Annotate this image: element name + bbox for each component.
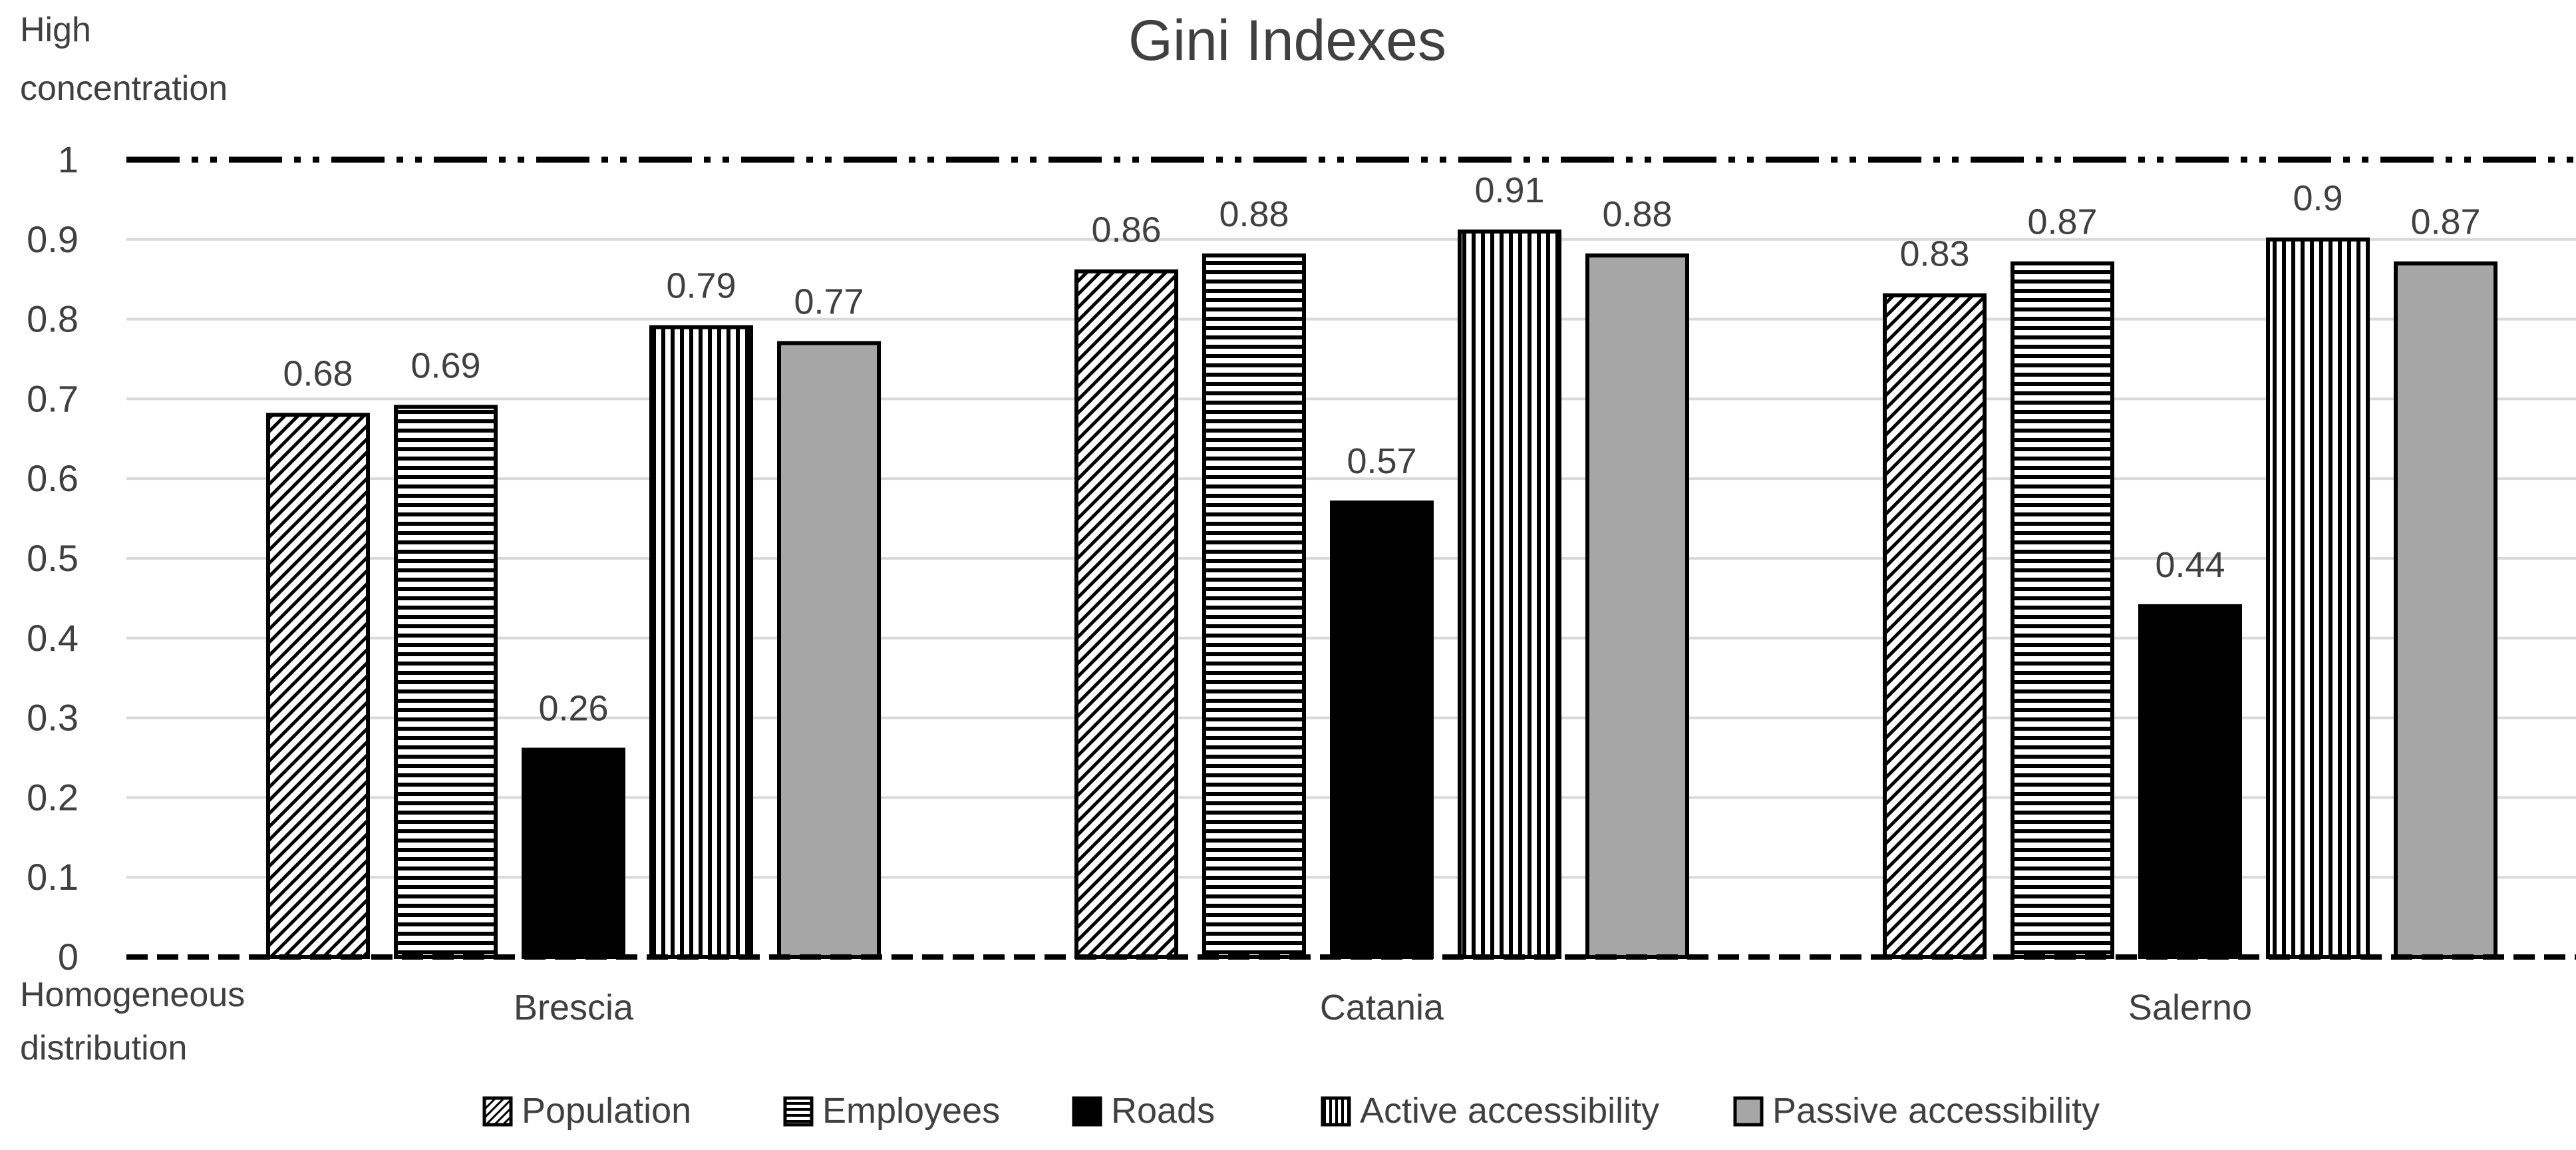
legend-label: Active accessibility (1360, 1091, 1659, 1131)
legend-label: Passive accessibility (1772, 1091, 2100, 1131)
legend-label: Employees (822, 1091, 1000, 1131)
legend: Population Employees Roads Active accessibi… (482, 1091, 2100, 1131)
bar-active-accessibility-salerno (2266, 237, 2370, 959)
reference-lines (126, 156, 2576, 960)
legend-swatch (482, 1096, 513, 1127)
bar-employees-brescia (394, 405, 498, 959)
bottom-annotation-line-2: distribution (20, 1029, 187, 1067)
bar-passive-accessibility-catania (1585, 253, 1689, 959)
y-tick-label: 0.3 (27, 697, 79, 739)
legend-label: Population (522, 1091, 691, 1131)
data-label: 0.83 (1899, 234, 1969, 274)
y-axis-ticks: 0 0.1 0.2 0.3 0.4 0.5 0.6 0.7 0.8 0.9 1 (27, 138, 79, 978)
bar-population-salerno (1883, 293, 1987, 960)
data-label: 0.57 (1347, 441, 1416, 481)
x-tick-label: Catania (1320, 988, 1444, 1028)
legend-swatch (1072, 1096, 1102, 1127)
value-labels: 0.68 0.69 0.26 0.79 0.77 0.86 0.88 0.57 0.91 0.88… (283, 170, 2480, 729)
top-annotation-line-2: concentration (20, 69, 228, 108)
y-tick-label: 0.6 (27, 457, 79, 499)
data-label: 0.26 (538, 689, 608, 729)
bottom-annotation-line-1: Homogeneous (20, 976, 245, 1014)
data-label: 0.88 (1219, 194, 1289, 234)
legend-swatch (1733, 1096, 1764, 1127)
y-tick-label: 0.2 (27, 776, 79, 818)
y-tick-label: 0.5 (27, 537, 79, 579)
bars (266, 229, 2497, 960)
data-label: 0.86 (1091, 210, 1161, 250)
data-label: 0.88 (1602, 194, 1672, 234)
data-label: 0.68 (283, 353, 353, 393)
bar-passive-accessibility-salerno (2394, 261, 2497, 959)
chart-title: Gini Indexes (1128, 9, 1446, 73)
bar-roads-salerno (2138, 604, 2242, 959)
legend-label: Roads (1111, 1091, 1215, 1131)
data-label: 0.91 (1474, 170, 1544, 210)
x-tick-label: Salerno (2128, 988, 2252, 1028)
y-tick-label: 0.8 (27, 298, 79, 340)
data-label: 0.69 (410, 345, 480, 385)
y-tick-label: 0 (58, 936, 79, 978)
data-label: 0.87 (2410, 202, 2480, 242)
data-label: 0.9 (2293, 178, 2342, 218)
x-tick-label: Brescia (514, 988, 634, 1028)
legend-swatch (1321, 1096, 1351, 1127)
x-axis-labels: Brescia Catania Salerno (514, 988, 2252, 1028)
legend-swatch (783, 1096, 814, 1127)
y-tick-label: 0.7 (27, 377, 79, 419)
bar-population-brescia (266, 413, 370, 959)
y-tick-label: 0.1 (27, 856, 79, 898)
data-label: 0.87 (2027, 202, 2097, 242)
bar-roads-catania (1330, 500, 1434, 959)
bar-population-catania (1074, 269, 1178, 960)
data-label: 0.44 (2155, 545, 2225, 585)
bar-roads-brescia (522, 747, 625, 960)
bar-active-accessibility-brescia (649, 325, 753, 959)
bar-passive-accessibility-brescia (777, 341, 881, 959)
y-tick-label: 0.9 (27, 218, 79, 260)
bar-employees-catania (1202, 253, 1306, 959)
y-tick-label: 0.4 (27, 617, 79, 659)
data-label: 0.77 (794, 282, 864, 322)
y-tick-label: 1 (58, 138, 79, 180)
bar-employees-salerno (2011, 261, 2114, 959)
bar-active-accessibility-catania (1458, 229, 1561, 960)
data-label: 0.79 (666, 266, 736, 306)
top-annotation-line-1: High (20, 11, 91, 49)
